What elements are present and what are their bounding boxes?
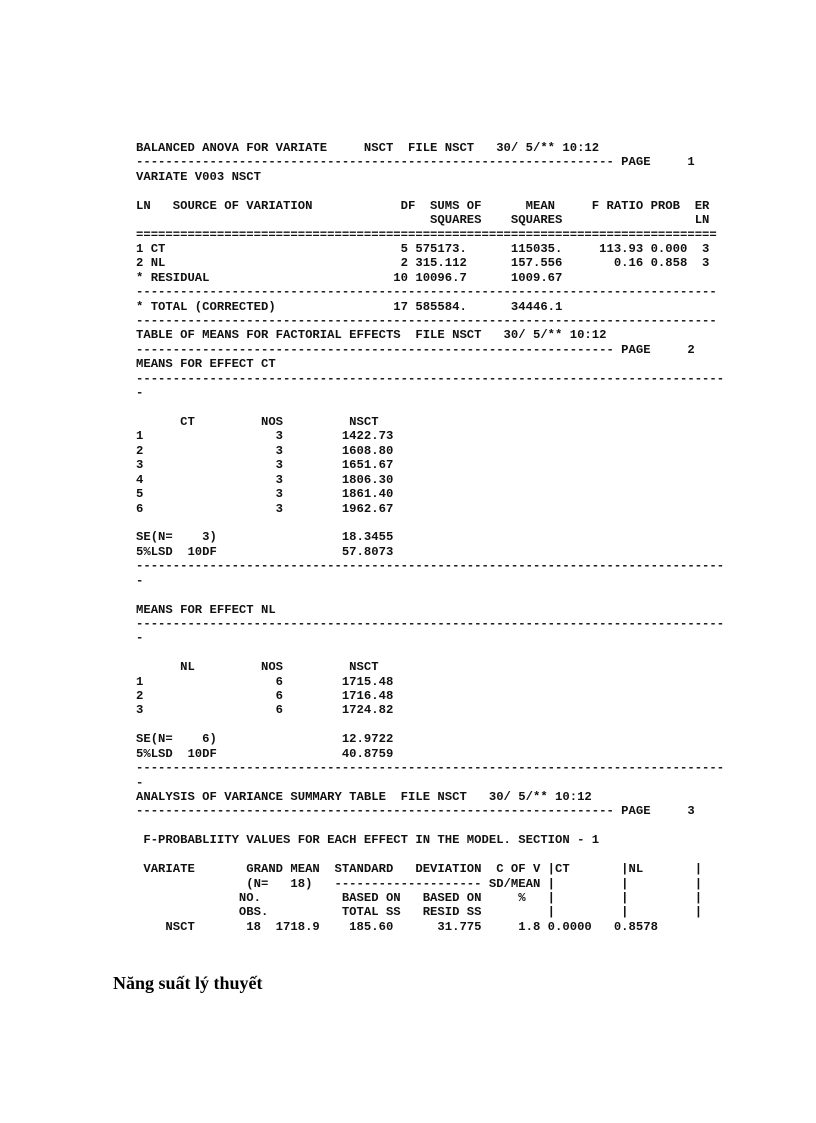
report-line (136, 718, 724, 732)
report-line: ----------------------------------------… (136, 804, 695, 819)
report-line (136, 401, 724, 415)
report-line: 6 3 1962.67 (136, 501, 394, 516)
report-line: TABLE OF MEANS FOR FACTORIAL EFFECTS FIL… (136, 328, 607, 343)
section-heading: Năng suất lý thuyết (113, 973, 263, 993)
report-line: ========================================… (136, 227, 717, 242)
report-line: CT NOS NSCT (136, 415, 379, 430)
report-line: MEANS FOR EFFECT CT (136, 357, 276, 372)
report-line: 3 6 1724.82 (136, 703, 394, 718)
report-line (136, 588, 724, 602)
report-line: 1 6 1715.48 (136, 674, 394, 689)
report-line: 1 CT 5 575173. 115035. 113.93 0.000 3 (136, 241, 710, 256)
report-line: 2 3 1608.80 (136, 443, 394, 458)
anova-report-output: BALANCED ANOVA FOR VARIATE NSCT FILE NSC… (136, 141, 724, 934)
report-line: SE(N= 3) 18.3455 (136, 530, 394, 545)
report-line: ----------------------------------------… (136, 616, 725, 631)
report-line: - (136, 775, 144, 790)
report-line: MEANS FOR EFFECT NL (136, 602, 276, 617)
report-line (136, 848, 724, 862)
report-line: 3 3 1651.67 (136, 458, 394, 473)
report-line: SE(N= 6) 12.9722 (136, 732, 394, 747)
report-line: ----------------------------------------… (136, 761, 725, 776)
report-line: ----------------------------------------… (136, 285, 717, 300)
report-line: 5 3 1861.40 (136, 487, 394, 502)
report-line: ----------------------------------------… (136, 155, 695, 170)
report-line: SQUARES SQUARES LN (136, 213, 710, 228)
report-line (136, 184, 724, 198)
report-line: LN SOURCE OF VARIATION DF SUMS OF MEAN F… (136, 198, 710, 213)
report-line: 2 6 1716.48 (136, 689, 394, 704)
report-line (136, 819, 724, 833)
report-line: - (136, 573, 144, 588)
report-line: NO. BASED ON BASED ON % | | | (136, 890, 703, 905)
report-line: VARIATE V003 NSCT (136, 169, 261, 184)
report-line: 1 3 1422.73 (136, 429, 394, 444)
report-line: OBS. TOTAL SS RESID SS | | | (136, 905, 703, 920)
report-line: ----------------------------------------… (136, 559, 725, 574)
report-line: VARIATE GRAND MEAN STANDARD DEVIATION C … (136, 862, 703, 877)
report-line: F-PROBABLIITY VALUES FOR EACH EFFECT IN … (136, 833, 600, 848)
report-line: * TOTAL (CORRECTED) 17 585584. 34446.1 (136, 299, 563, 314)
report-line: ----------------------------------------… (136, 371, 725, 386)
report-line: - (136, 631, 144, 646)
report-line: (N= 18) -------------------- SD/MEAN | |… (136, 876, 703, 891)
report-line: 2 NL 2 315.112 157.556 0.16 0.858 3 (136, 256, 710, 271)
report-line: - (136, 386, 144, 401)
report-line: 4 3 1806.30 (136, 472, 394, 487)
report-line: NSCT 18 1718.9 185.60 31.775 1.8 0.0000 … (136, 919, 658, 934)
report-line: NL NOS NSCT (136, 660, 379, 675)
report-line: ----------------------------------------… (136, 342, 695, 357)
report-line: * RESIDUAL 10 10096.7 1009.67 (136, 270, 563, 285)
report-line (136, 646, 724, 660)
report-line: 5%LSD 10DF 40.8759 (136, 746, 394, 761)
report-line: ANALYSIS OF VARIANCE SUMMARY TABLE FILE … (136, 789, 592, 804)
report-line (136, 516, 724, 530)
report-line: BALANCED ANOVA FOR VARIATE NSCT FILE NSC… (136, 141, 600, 155)
report-line: ----------------------------------------… (136, 314, 717, 329)
report-line: 5%LSD 10DF 57.8073 (136, 544, 394, 559)
